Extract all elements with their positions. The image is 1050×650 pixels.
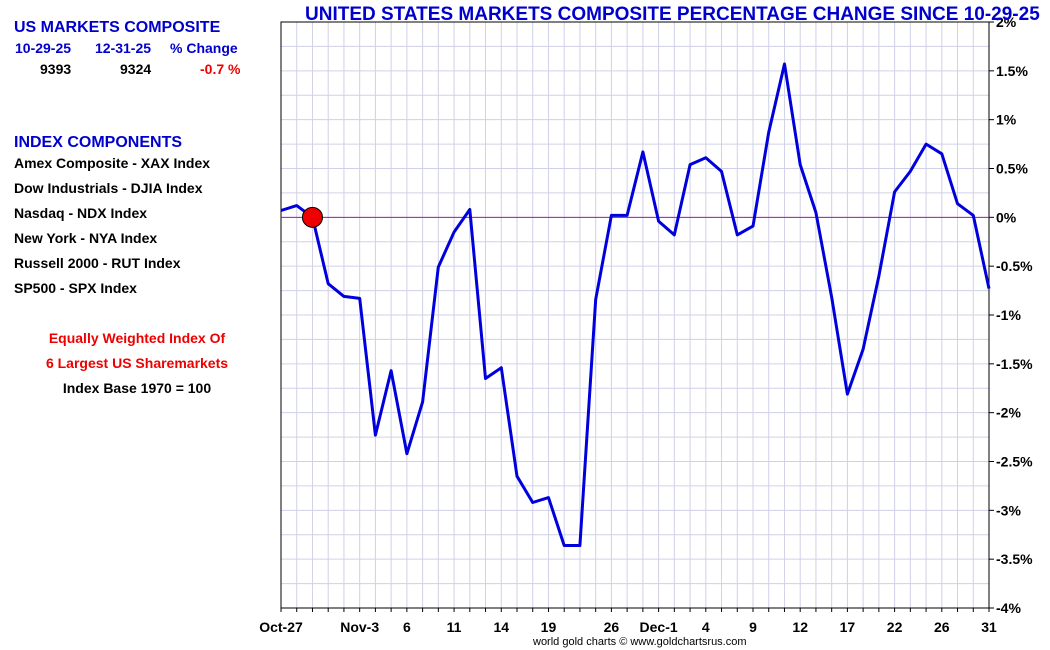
x-tick-label: Oct-27 [259, 619, 303, 635]
y-tick-label: 2% [996, 14, 1017, 30]
y-tick-label: -4% [996, 600, 1021, 616]
y-tick-label: -3% [996, 502, 1021, 518]
component-item: SP500 - SPX Index [14, 280, 137, 296]
percent-change-value: -0.7 % [200, 61, 241, 77]
sidebar-heading: US MARKETS COMPOSITE [14, 19, 221, 36]
percent-change-header: % Change [170, 40, 238, 56]
component-item: Amex Composite - XAX Index [14, 155, 211, 171]
x-tick-label: 31 [981, 619, 997, 635]
component-item: New York - NYA Index [14, 230, 158, 246]
y-tick-label: -1.5% [996, 356, 1033, 372]
x-tick-label: Dec-1 [640, 619, 678, 635]
y-tick-label: 1% [996, 112, 1017, 128]
x-tick-label: 19 [541, 619, 557, 635]
footer-credit: world gold charts © www.goldchartsrus.co… [533, 636, 747, 648]
y-tick-label: 0% [996, 209, 1017, 225]
y-tick-label: -2% [996, 405, 1021, 421]
x-tick-label: 22 [887, 619, 903, 635]
component-item: Dow Industrials - DJIA Index [14, 180, 203, 196]
end-value: 9324 [120, 61, 152, 77]
x-tick-label: 11 [447, 619, 462, 635]
x-tick-label: Nov-3 [340, 619, 379, 635]
y-tick-label: -2.5% [996, 454, 1033, 470]
y-tick-label: 1.5% [996, 63, 1028, 79]
components-heading: INDEX COMPONENTS [14, 134, 183, 151]
start-date-header: 10-29-25 [15, 40, 72, 56]
y-tick-label: -1% [996, 307, 1021, 323]
note-line-2: 6 Largest US Sharemarkets [45, 355, 229, 371]
y-tick-label: -0.5% [996, 258, 1033, 274]
note-line-3: Index Base 1970 = 100 [62, 380, 212, 396]
note-line-1: Equally Weighted Index Of [48, 330, 226, 346]
x-axis-ticks: Oct-27 Nov-3 6 11 14 19 26 Dec-1 4 9 12 17 22 26 31 [259, 608, 997, 635]
x-tick-label: 4 [702, 619, 710, 635]
x-tick-label: 12 [792, 619, 808, 635]
start-value: 9393 [40, 61, 72, 77]
y-axis-ticks: 2% 1.5% 1% 0.5% 0% -0.5% -1% -1.5% -2% -2.5% -3% -3… [989, 14, 1033, 616]
x-tick-label: 26 [934, 619, 950, 635]
x-tick-label: 6 [403, 619, 411, 635]
y-tick-label: -3.5% [996, 551, 1033, 567]
component-item: Russell 2000 - RUT Index [14, 255, 181, 271]
composite-series-line [280, 62, 991, 547]
y-tick-label: 0.5% [996, 161, 1028, 177]
start-date-marker [301, 206, 323, 228]
component-item: Nasdaq - NDX Index [14, 205, 148, 221]
x-tick-label: 17 [840, 619, 856, 635]
x-tick-label: 9 [749, 619, 757, 635]
horizontal-gridlines [281, 21, 989, 609]
x-tick-label: 14 [493, 619, 509, 635]
end-date-header: 12-31-25 [95, 40, 152, 56]
chart-title: UNITED STATES MARKETS COMPOSITE PERCENTA… [305, 4, 1040, 25]
x-tick-label: 26 [604, 619, 620, 635]
